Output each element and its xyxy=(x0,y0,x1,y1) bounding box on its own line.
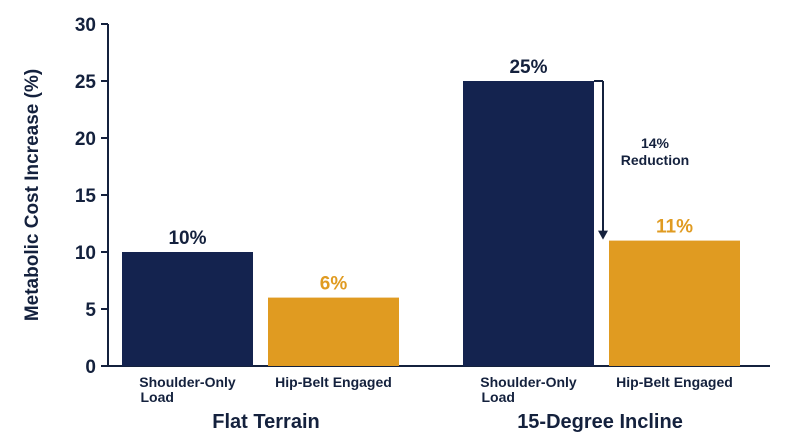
bar xyxy=(609,240,740,366)
y-axis-title: Metabolic Cost Increase (%) xyxy=(22,69,43,321)
y-tick-label: 30 xyxy=(75,15,96,36)
x-category-label: Load xyxy=(482,389,515,405)
y-tick-label: 20 xyxy=(75,129,96,150)
x-category-label: Hip-Belt Engaged xyxy=(616,374,733,390)
bars xyxy=(122,81,740,366)
data-label: 6% xyxy=(320,274,348,295)
annotation-text: Reduction xyxy=(621,152,689,168)
y-tick-label: 5 xyxy=(85,300,96,321)
y-tick-label: 0 xyxy=(85,357,96,378)
bar xyxy=(122,252,253,366)
y-tick-label: 10 xyxy=(75,243,96,264)
x-category-label: Hip-Belt Engaged xyxy=(275,374,392,390)
bar xyxy=(268,297,399,366)
annotation-text: 14% xyxy=(641,135,670,151)
annotation: 14%Reduction xyxy=(594,80,689,240)
y-tick-label: 15 xyxy=(75,186,97,207)
data-label: 10% xyxy=(168,228,206,249)
x-category-label: Shoulder-Only xyxy=(480,374,577,390)
x-category-label: Load xyxy=(141,389,174,405)
data-label: 11% xyxy=(656,217,693,238)
x-category-label: Shoulder-Only xyxy=(139,374,236,390)
group-label: Flat Terrain xyxy=(212,411,319,433)
data-label: 25% xyxy=(509,57,547,78)
annotation-arrowhead xyxy=(598,230,608,240)
y-tick-label: 25 xyxy=(75,72,97,93)
bar xyxy=(463,81,594,366)
group-label: 15-Degree Incline xyxy=(517,411,683,433)
